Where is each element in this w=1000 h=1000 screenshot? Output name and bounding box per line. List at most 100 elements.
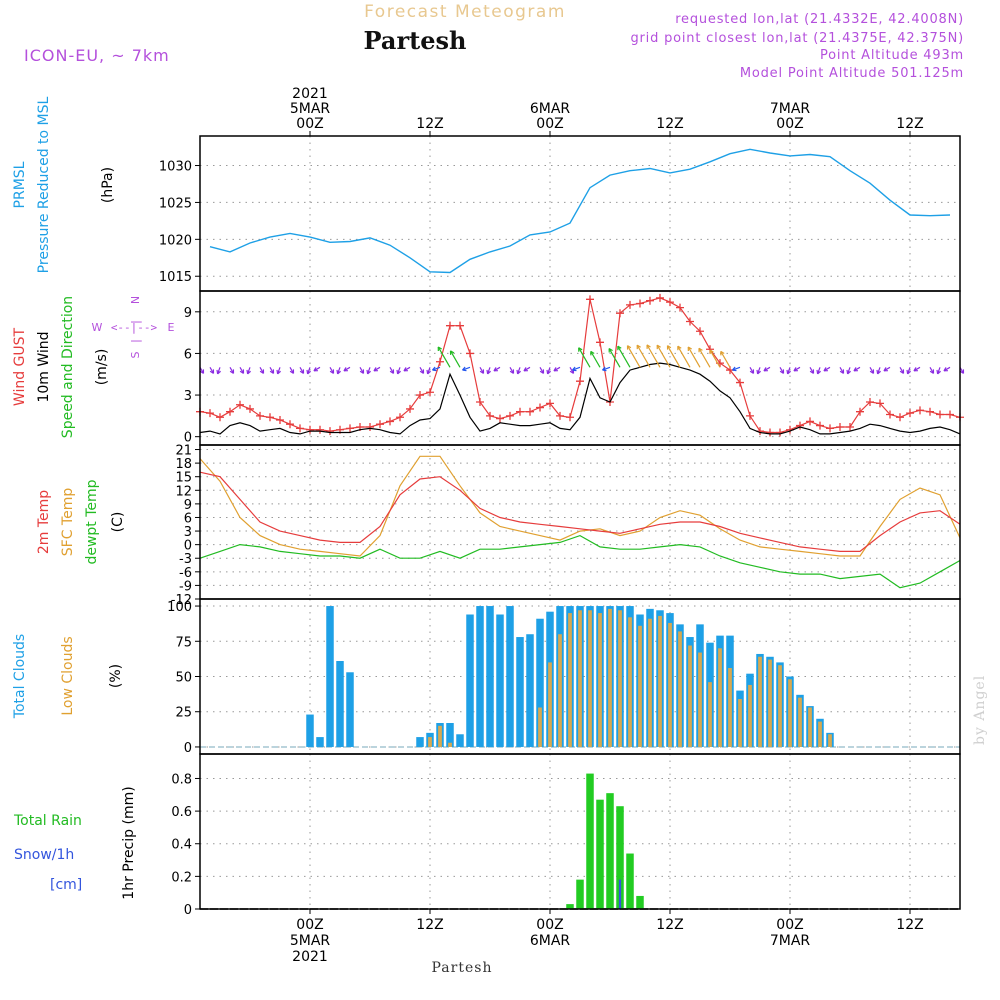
y-tick-label: -6: [179, 566, 192, 581]
gust-marker: [316, 425, 324, 434]
low-cloud-bar: [558, 634, 562, 747]
wind-dir-arrowhead: [869, 369, 875, 374]
gust-marker: [276, 416, 284, 425]
total-cloud-bar: [306, 714, 314, 747]
bottom-time-label: 2021: [292, 949, 328, 965]
wind-dir-arrowhead: [289, 369, 295, 374]
low-cloud-bar: [818, 721, 822, 747]
bottom-time-label: 00Z: [296, 917, 323, 933]
data-layer: [196, 148, 965, 910]
wind-dir-arrowhead: [656, 344, 661, 350]
gust-marker: [876, 399, 884, 408]
bottom-time-label: 12Z: [656, 917, 683, 933]
wind-dir-arrowhead: [539, 369, 545, 374]
wind-dir-arrowhead: [493, 367, 498, 372]
panel-frame-temp: [199, 444, 961, 600]
gust-marker: [916, 406, 924, 415]
wind-dir-arrow: [698, 347, 711, 368]
low-cloud-bar: [588, 610, 592, 747]
y-tick-label: 75: [175, 635, 192, 650]
gust-marker: [466, 349, 474, 358]
bottom-time-label: 00Z: [536, 917, 563, 933]
low-cloud-bar: [548, 662, 552, 747]
panel-label-clouds: Low Clouds: [60, 636, 76, 715]
total-cloud-bar: [486, 606, 494, 747]
gust-marker: [576, 377, 584, 386]
wind-dir-arrowhead: [809, 369, 815, 374]
panel-label-wind: Wind GUST: [12, 327, 28, 406]
series-wind: [199, 362, 961, 435]
panel-label-wind: 10m Wind: [36, 331, 52, 402]
gust-marker: [666, 298, 674, 307]
wind-dir-arrowhead: [239, 369, 245, 374]
gust-marker: [236, 400, 244, 409]
top-time-label: 00Z: [536, 116, 563, 132]
wind-dir-arrowhead: [666, 345, 672, 350]
gust-marker: [266, 413, 274, 422]
wind-dir-arrow: [720, 351, 731, 368]
series-prmsl: [209, 148, 951, 274]
gust-marker: [766, 428, 774, 437]
wind-dir-arrowhead: [313, 367, 318, 372]
gust-marker: [856, 407, 864, 416]
bottom-time-label: 12Z: [416, 917, 443, 933]
rain-bar: [616, 806, 624, 909]
wind-dir-arrow: [626, 345, 641, 368]
gust-marker: [406, 404, 414, 413]
gust-marker: [556, 411, 564, 420]
wind-dir-arrowhead: [209, 369, 215, 374]
frame-layer: [195, 131, 961, 914]
wind-dir-arrow: [462, 366, 471, 371]
wind-dir-arrowhead: [396, 369, 402, 375]
y-tick-label: 3: [184, 525, 192, 540]
wind-dir-arrowhead: [899, 369, 905, 374]
y-tick-label: -9: [179, 579, 192, 594]
low-cloud-bar: [708, 682, 712, 747]
bottom-time-label: 5MAR: [290, 933, 331, 949]
bottom-time-label: 00Z: [776, 917, 803, 933]
top-time-label: 12Z: [416, 116, 443, 132]
gust-marker: [586, 295, 594, 304]
top-time-label: 12Z: [656, 116, 683, 132]
wind-dir-arrowhead: [698, 347, 703, 353]
gust-marker: [816, 421, 824, 430]
top-time-label: 2021: [292, 86, 328, 102]
gust-marker: [226, 407, 234, 416]
total-cloud-bar: [326, 606, 334, 747]
total-cloud-bar: [346, 672, 354, 747]
y-tick-label: 12: [175, 484, 192, 499]
low-cloud-bar: [808, 707, 812, 747]
top-time-label: 5MAR: [290, 101, 331, 117]
gust-marker: [746, 411, 754, 420]
wind-dir-arrow: [636, 344, 651, 368]
rain-bar: [606, 793, 614, 909]
series-sfc-temp: [199, 455, 961, 557]
gust-marker: [946, 410, 954, 419]
wind-dir-arrowhead: [437, 346, 442, 351]
wind-dir-arrowhead: [732, 366, 737, 372]
panel-label-pressure: PRMSL: [12, 161, 28, 208]
wind-dir-arrowhead: [336, 369, 342, 375]
gust-marker: [256, 411, 264, 420]
gust-marker: [286, 420, 294, 429]
y-tick-label: 1020: [159, 233, 192, 248]
y-tick-label: 6: [184, 511, 192, 526]
precip-label-unit: [cm]: [50, 877, 82, 893]
wind-dir-arrowhead: [366, 369, 372, 375]
bottom-time-label: 12Z: [896, 917, 923, 933]
wind-dir-arrow: [732, 366, 741, 371]
wind-dir-arrowhead: [677, 345, 682, 351]
compass-south: S: [129, 351, 142, 358]
wind-dir-arrowhead: [626, 345, 632, 350]
gust-marker: [376, 420, 384, 429]
wind-dir-arrowhead: [779, 369, 785, 374]
total-cloud-bar: [476, 606, 484, 747]
total-cloud-bar: [336, 661, 344, 747]
low-cloud-bar: [538, 707, 542, 747]
gust-marker: [846, 422, 854, 431]
total-cloud-bar: [466, 614, 474, 747]
wind-dir-arrowhead: [306, 369, 312, 375]
wind-dir-arrowhead: [432, 366, 437, 372]
y-tick-label: 0.8: [171, 772, 192, 787]
total-cloud-bar: [516, 637, 524, 747]
